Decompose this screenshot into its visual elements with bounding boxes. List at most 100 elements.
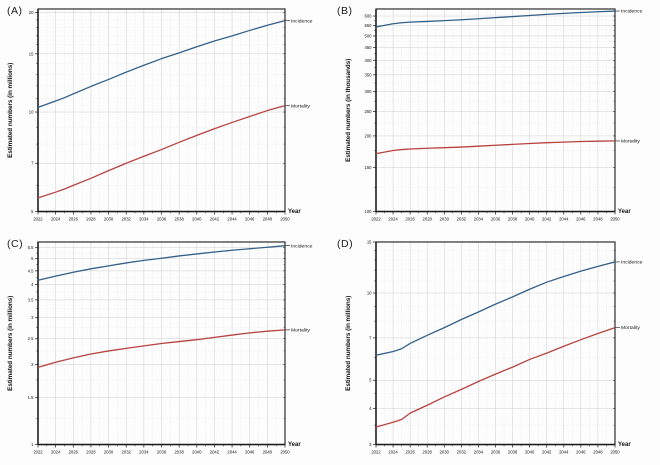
x-tick-label: 2022	[33, 449, 43, 454]
x-tick-label: 2022	[371, 217, 381, 222]
x-tick-label: 2026	[69, 217, 79, 222]
x-tick-label: 2024	[388, 217, 398, 222]
y-tick-label: 1	[31, 442, 34, 447]
panel-letter-B: (B)	[337, 5, 353, 17]
x-tick-label: 2042	[542, 449, 552, 454]
y-tick-label: 150	[364, 165, 372, 170]
x-tick-label: 2038	[174, 217, 184, 222]
y-tick-label: 100	[364, 209, 372, 214]
panel-A: (A) 2022 2024 2026 2028 2030 2032 2034 2036 2038…	[0, 0, 330, 233]
x-tick-label: 2034	[139, 449, 149, 454]
x-tick-label: 2038	[508, 449, 518, 454]
y-tick-label: 7	[31, 161, 34, 166]
x-tick-label: 2044	[227, 449, 237, 454]
panel-D: (D) 2022 2024 2026 2028 2030 2032 2034 2036 2038…	[330, 233, 660, 465]
y-tick-label: 10	[29, 110, 34, 115]
x-tick-label: 2036	[491, 449, 501, 454]
panel-C: (C) 2022 2024 2026 2028 2030 2032 2034 2036 2038…	[0, 233, 330, 465]
mortality-line	[375, 326, 616, 428]
y-tick-label: 300	[364, 89, 372, 94]
y-tick-label: 500	[364, 33, 372, 38]
plot-area-D	[376, 241, 615, 445]
y-axis-title: Estimated numbers (in millions)	[345, 295, 352, 390]
x-tick-label: 2036	[157, 449, 167, 454]
x-tick-label: 2050	[280, 449, 290, 454]
x-tick-label: 2040	[192, 449, 202, 454]
x-tick-label: 2028	[86, 449, 96, 454]
y-tick-label: 600	[364, 14, 372, 19]
incidence-line	[375, 260, 616, 356]
y-tick-label: 550	[364, 23, 372, 28]
y-tick-label: 5.5	[28, 245, 34, 250]
y-tick-label: 4	[31, 281, 34, 286]
x-tick-label: 2046	[245, 217, 255, 222]
line-chart-A: 2022 2024 2026 2028 2030 2032 2034 2036 2038 2040…	[7, 8, 313, 222]
x-tick-label: 2044	[559, 449, 569, 454]
plot-area-C	[38, 241, 285, 445]
x-tick-label: 2046	[576, 217, 586, 222]
x-tick-label: 2032	[122, 217, 132, 222]
line-chart-C: 2022 2024 2026 2028 2030 2032 2034 2036 2038 2040…	[7, 240, 313, 454]
y-tick-label: 1.5	[28, 395, 34, 400]
x-tick-label: 2048	[593, 449, 603, 454]
line-chart-B: 2022 2024 2026 2028 2030 2032 2034 2036 2038 2040…	[345, 8, 643, 222]
series-label-incidence: Incidence	[621, 9, 643, 15]
y-axis-title: Estimated numbers (in millions)	[7, 63, 14, 158]
panel-B: (B) 2022 2024 2026 2028 2030 2032 2034 2036 2038…	[330, 0, 660, 233]
x-tick-label: 2034	[474, 449, 484, 454]
series-label-incidence: Incidence	[291, 243, 313, 249]
x-tick-label: 2032	[457, 449, 467, 454]
x-tick-label: 2040	[525, 217, 535, 222]
x-tick-label: 2030	[440, 449, 450, 454]
x-tick-label: 2042	[210, 449, 220, 454]
y-tick-label: 3.5	[28, 297, 34, 302]
x-tick-label: 2026	[405, 217, 415, 222]
y-tick-label: 15	[29, 51, 34, 56]
y-tick-label: 350	[364, 72, 372, 77]
x-tick-label: 2024	[388, 449, 398, 454]
x-tick-label: 2026	[69, 449, 79, 454]
x-tick-label: 2042	[542, 217, 552, 222]
y-tick-label: 10	[367, 290, 372, 295]
incidence-line	[375, 10, 616, 28]
line-chart-D: 2022 2024 2026 2028 2030 2032 2034 2036 2038 2040…	[345, 239, 643, 454]
axes-C: 2022 2024 2026 2028 2030 2032 2034 2036 2038 2040…	[28, 245, 291, 454]
x-tick-label: 2028	[423, 449, 433, 454]
x-tick-label: 2040	[192, 217, 202, 222]
y-tick-label: 7	[369, 335, 372, 340]
plot-area-A	[38, 8, 285, 212]
x-tick-label: 2032	[457, 217, 467, 222]
x-tick-label: 2030	[440, 217, 450, 222]
panel-letter-C: (C)	[7, 237, 24, 250]
incidence-line	[37, 244, 286, 281]
x-tick-label: 2046	[576, 449, 586, 454]
x-tick-label: 2050	[610, 449, 620, 454]
mortality-line	[37, 105, 286, 199]
x-tick-label: 2044	[227, 217, 237, 222]
x-tick-label: 2024	[51, 449, 61, 454]
x-tick-label: 2022	[371, 449, 381, 454]
series-label-mortality: Mortality	[621, 139, 640, 145]
x-axis-title: Year	[618, 209, 631, 215]
series-label-mortality: Mortality	[291, 327, 310, 333]
y-tick-label: 4	[369, 405, 372, 410]
x-tick-label: 2048	[593, 217, 603, 222]
x-tick-label: 2048	[263, 449, 273, 454]
x-tick-label: 2030	[104, 449, 114, 454]
axes-A: 2022 2024 2026 2028 2030 2032 2034 2036 2038 2040…	[29, 10, 291, 221]
y-tick-label: 400	[364, 58, 372, 63]
y-tick-label: 20	[29, 10, 34, 15]
x-tick-label: 2026	[405, 449, 415, 454]
x-tick-label: 2034	[139, 217, 149, 222]
incidence-line	[37, 20, 286, 108]
axes-B: 2022 2024 2026 2028 2030 2032 2034 2036 2038 2040…	[364, 14, 620, 222]
mortality-line	[375, 140, 616, 155]
series-label-incidence: Incidence	[291, 18, 313, 24]
x-tick-label: 2050	[610, 217, 620, 222]
x-tick-label: 2022	[33, 217, 43, 222]
x-tick-label: 2028	[86, 217, 96, 222]
series-label-mortality: Mortality	[291, 103, 310, 109]
y-tick-label: 2.5	[28, 336, 34, 341]
x-tick-label: 2040	[525, 449, 535, 454]
